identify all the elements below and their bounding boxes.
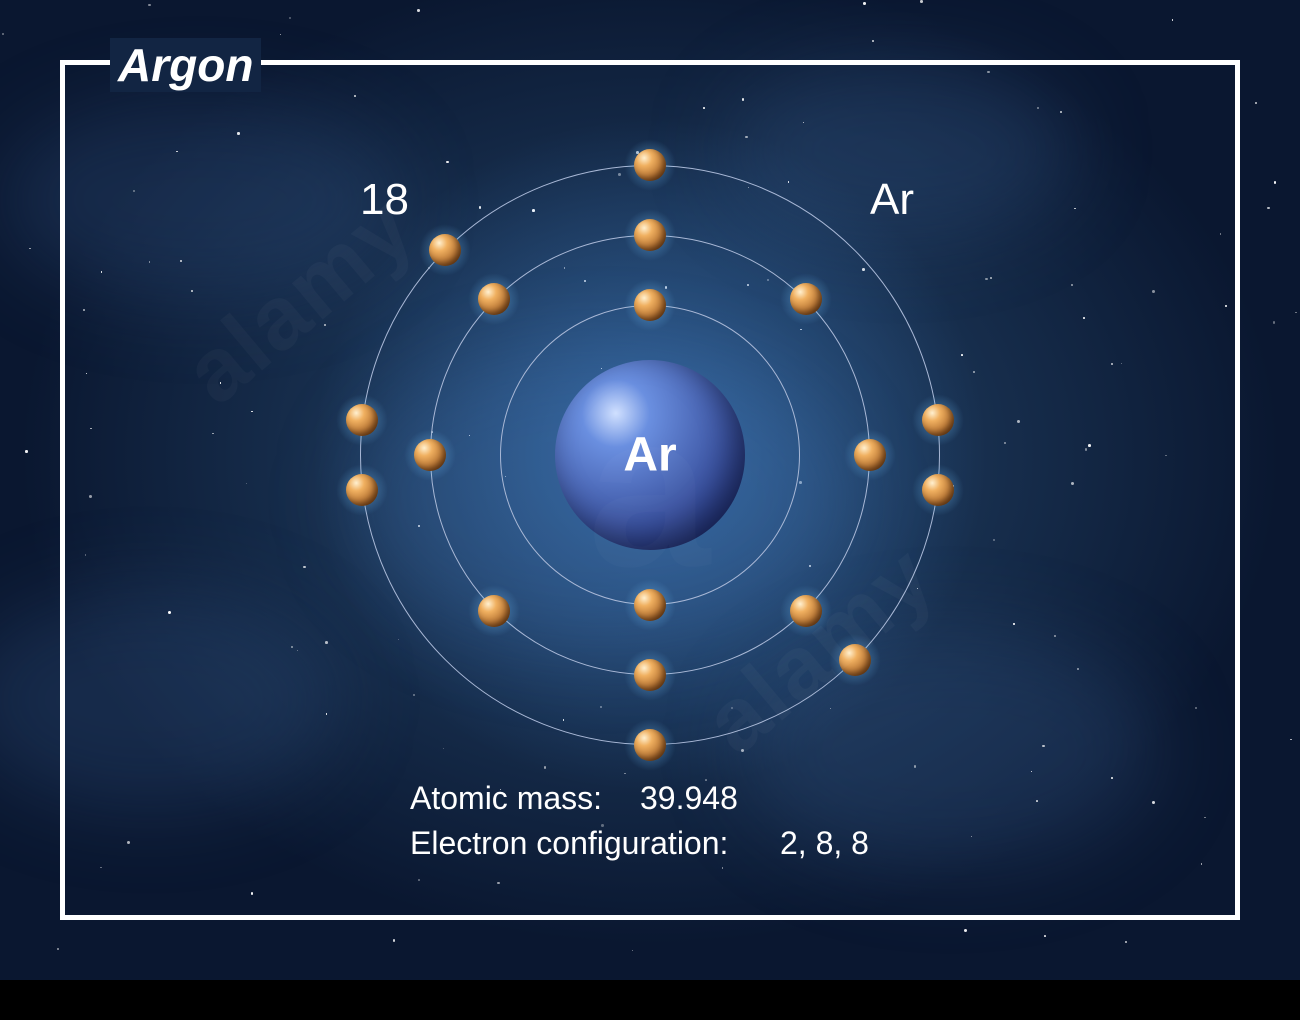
element-symbol-label: Ar — [870, 175, 914, 225]
electron-config-label: Electron configuration: — [410, 825, 728, 862]
atomic-mass-value: 39.948 — [640, 780, 738, 817]
footer-bar: alamy www.alamy.com Image ID: 2GRR7HE — [0, 980, 1300, 1020]
stage: Ar Argon 18 Ar Atomic mass: 39.948 Elect… — [0, 0, 1300, 1020]
atomic-mass-label: Atomic mass: — [410, 780, 602, 817]
watermark-center: a — [588, 364, 712, 617]
frame-title: Argon — [110, 38, 261, 92]
electron-config-value: 2, 8, 8 — [780, 825, 869, 862]
